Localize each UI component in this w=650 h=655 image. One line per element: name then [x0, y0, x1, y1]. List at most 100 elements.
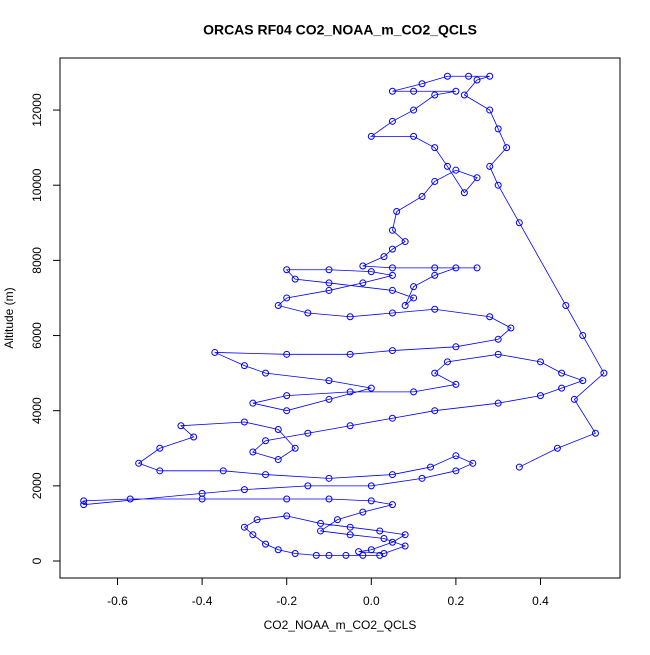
data-point — [494, 399, 502, 407]
data-point — [291, 549, 299, 557]
data-point — [443, 162, 451, 170]
x-tick-label: 0.2 — [448, 594, 465, 608]
data-point — [469, 459, 477, 467]
data-point — [367, 546, 375, 554]
x-tick-label: -0.2 — [276, 594, 297, 608]
data-point — [401, 531, 409, 539]
data-point — [156, 467, 164, 475]
data-point — [274, 425, 282, 433]
data-point — [388, 226, 396, 234]
data-point — [443, 72, 451, 80]
data-point — [262, 369, 270, 377]
data-point — [431, 144, 439, 152]
data-point — [452, 452, 460, 460]
data-point — [579, 377, 587, 385]
data-point — [346, 531, 354, 539]
y-tick-label: 4000 — [30, 397, 44, 424]
data-point — [317, 527, 325, 535]
data-point — [452, 264, 460, 272]
data-point — [240, 362, 248, 370]
data-point — [325, 279, 333, 287]
data-point — [325, 495, 333, 503]
data-point — [346, 313, 354, 321]
data-point — [486, 72, 494, 80]
data-point — [452, 467, 460, 475]
data-point — [536, 358, 544, 366]
data-point — [274, 456, 282, 464]
data-point — [291, 444, 299, 452]
data-point — [410, 388, 418, 396]
data-point — [240, 418, 248, 426]
chart-title: ORCAS RF04 CO2_NOAA_m_CO2_QCLS — [203, 22, 477, 38]
data-point — [177, 422, 185, 430]
y-tick-label: 0 — [30, 557, 44, 564]
plot-frame — [59, 57, 621, 579]
data-point — [304, 482, 312, 490]
data-point — [359, 279, 367, 287]
data-point — [325, 286, 333, 294]
data-point — [452, 343, 460, 351]
x-tick-label: -0.4 — [192, 594, 213, 608]
data-point — [431, 271, 439, 279]
data-point — [401, 238, 409, 246]
data-point — [486, 313, 494, 321]
data-point — [486, 162, 494, 170]
data-point — [388, 245, 396, 253]
data-point — [452, 380, 460, 388]
data-point — [240, 486, 248, 494]
data-point — [418, 80, 426, 88]
data-point — [401, 542, 409, 550]
data-point — [333, 516, 341, 524]
data-point — [410, 132, 418, 140]
data-point — [380, 253, 388, 261]
data-point — [283, 392, 291, 400]
data-point — [283, 495, 291, 503]
data-point — [431, 264, 439, 272]
data-point — [486, 106, 494, 114]
data-point — [427, 463, 435, 471]
data-point — [452, 166, 460, 174]
data-point — [190, 433, 198, 441]
data-point — [494, 181, 502, 189]
data-point — [380, 534, 388, 542]
data-point — [219, 467, 227, 475]
data-point — [431, 91, 439, 99]
data-point — [346, 422, 354, 430]
data-point — [249, 448, 257, 456]
data-point — [401, 301, 409, 309]
data-point — [283, 350, 291, 358]
data-point — [304, 429, 312, 437]
data-point — [465, 72, 473, 80]
data-point — [211, 348, 219, 356]
data-point — [570, 395, 578, 403]
data-point — [591, 429, 599, 437]
y-axis-label: Altitude (m) — [2, 287, 16, 348]
data-point — [418, 474, 426, 482]
data-point — [312, 551, 320, 559]
data-point — [393, 208, 401, 216]
data-point — [388, 538, 396, 546]
data-point — [325, 395, 333, 403]
data-point — [317, 519, 325, 527]
data-point — [460, 189, 468, 197]
data-line — [83, 75, 605, 556]
data-point — [262, 437, 270, 445]
data-point — [388, 471, 396, 479]
data-point — [388, 264, 396, 272]
data-point — [562, 301, 570, 309]
data-point — [359, 262, 367, 270]
data-point — [126, 495, 134, 503]
data-point — [367, 384, 375, 392]
data-point — [367, 132, 375, 140]
data-point — [452, 87, 460, 95]
data-point — [507, 324, 515, 332]
data-point — [410, 294, 418, 302]
data-point — [367, 482, 375, 490]
data-point — [325, 266, 333, 274]
data-point — [443, 358, 451, 366]
data-point — [380, 549, 388, 557]
data-point — [515, 463, 523, 471]
data-point — [80, 501, 88, 509]
data-point — [410, 87, 418, 95]
